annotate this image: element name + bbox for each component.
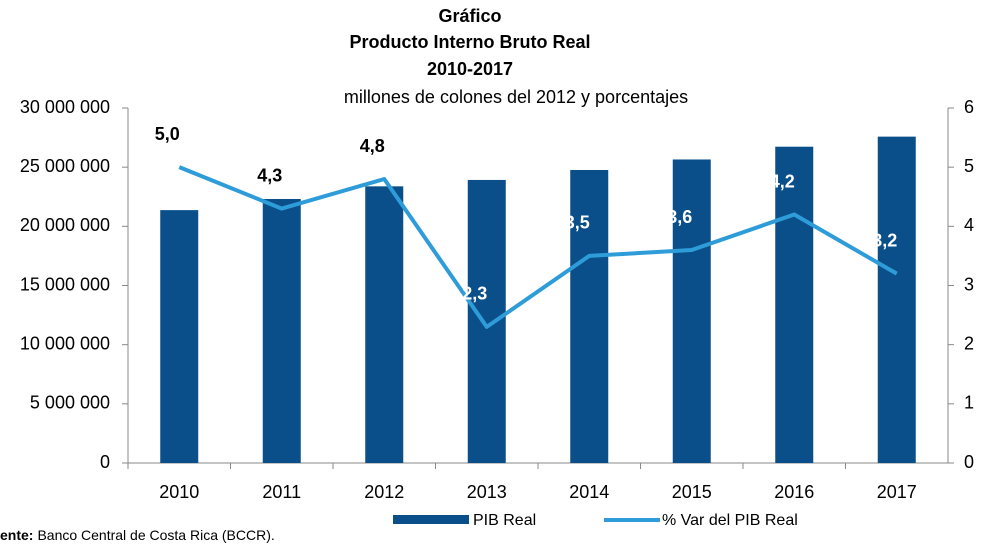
y2-tick-label: 5 [964,156,974,176]
y-tick-label: 25 000 000 [20,156,110,176]
bar [672,159,711,463]
data-label: 5,0 [155,124,180,144]
source-label: ente: [0,527,33,543]
source: ente: Banco Central de Costa Rica (BCCR). [0,527,275,543]
x-tick-label: 2013 [467,482,507,502]
y2-tick-label: 3 [964,274,974,294]
y-tick-label: 0 [100,452,110,472]
data-label: 4,8 [360,136,385,156]
bar [877,136,916,464]
y-tick-label: 30 000 000 [20,97,110,117]
data-label: 3,5 [565,213,590,233]
x-tick-label: 2012 [364,482,404,502]
x-tick-label: 2010 [159,482,199,502]
y2-tick-label: 0 [964,452,974,472]
x-tick-label: 2014 [569,482,609,502]
y2-tick-label: 6 [964,97,974,117]
chart-title: 2010-2017 [427,59,513,79]
x-tick-label: 2015 [672,482,712,502]
bar [365,186,404,463]
bar [467,179,506,464]
bar [262,198,301,463]
bar [160,210,199,463]
y-tick-label: 5 000 000 [30,393,110,413]
data-label: 2,3 [462,284,487,304]
source-text: Banco Central de Costa Rica (BCCR). [37,527,274,543]
chart-title: Producto Interno Bruto Real [349,32,590,52]
data-label: 3,6 [667,207,692,227]
y-tick-label: 15 000 000 [20,274,110,294]
legend-label: PIB Real [473,512,536,529]
data-label: 4,3 [257,165,282,185]
x-tick-label: 2017 [877,482,917,502]
chart-title: Gráfico [438,6,501,26]
y2-tick-label: 1 [964,393,974,413]
y-tick-label: 10 000 000 [20,333,110,353]
legend-swatch [393,515,469,524]
y2-tick-label: 2 [964,333,974,353]
x-tick-label: 2016 [774,482,814,502]
y-tick-label: 20 000 000 [20,215,110,235]
line [178,165,898,329]
bar [775,146,814,463]
y2-tick-label: 4 [964,215,974,235]
bar [570,170,609,464]
chart-subtitle: millones de colones del 2012 y porcentaj… [344,87,688,107]
data-label: 3,2 [872,230,897,250]
x-tick-label: 2011 [262,482,301,502]
legend-label: % Var del PIB Real [662,512,798,529]
data-label: 4,2 [770,171,795,191]
